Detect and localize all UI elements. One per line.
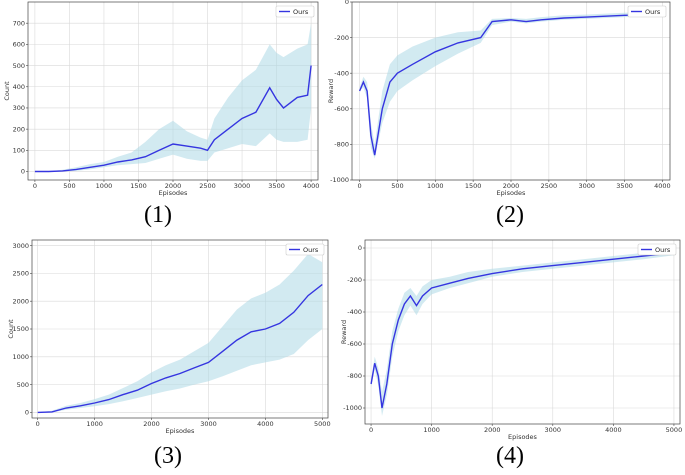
chart-panel-2: 0 500 1000 1500 2000 2500 3000 3500 4000 -1000 -80… bbox=[327, 0, 685, 200]
series-line-ours bbox=[34, 65, 312, 173]
y-tick-label: 0 bbox=[345, 0, 349, 6]
y-tick-label: 0 bbox=[21, 168, 25, 176]
legend: Ours bbox=[285, 243, 325, 256]
x-axis-label: Episodes bbox=[166, 427, 196, 435]
y-tick-label: -200 bbox=[347, 276, 362, 284]
caption-3: (3) bbox=[154, 443, 182, 469]
y-axis-label: Count bbox=[7, 319, 15, 339]
y-axis-label: Reward bbox=[340, 320, 348, 344]
y-tick-label: -600 bbox=[334, 105, 349, 113]
x-tick-label: 2000 bbox=[165, 182, 182, 190]
x-tick-label: 0 bbox=[36, 420, 40, 428]
y-tick-label: -200 bbox=[334, 34, 349, 42]
y-tick-label: -1000 bbox=[343, 404, 362, 412]
legend-box bbox=[637, 243, 677, 256]
x-tick-label: 3500 bbox=[268, 182, 285, 190]
x-tick-label: 4000 bbox=[257, 420, 274, 428]
y-tick-label: 700 bbox=[13, 19, 25, 27]
chart-panel-4: 0 1000 2000 3000 4000 5000 -1000 -800 -600 -400 -2… bbox=[340, 238, 685, 443]
caption-2: (2) bbox=[496, 202, 524, 228]
legend: Ours bbox=[637, 243, 677, 256]
x-tick-label: 5000 bbox=[666, 426, 683, 434]
x-tick-label: 1000 bbox=[427, 182, 444, 190]
plot-frame bbox=[364, 239, 681, 425]
y-tick-label: -1000 bbox=[330, 176, 349, 184]
x-tick-label: 1000 bbox=[86, 420, 103, 428]
confidence-band bbox=[359, 11, 663, 159]
x-tick-label: 4000 bbox=[605, 426, 622, 434]
y-tick-label: -800 bbox=[334, 141, 349, 149]
y-axis-label: Reward bbox=[327, 79, 335, 103]
x-tick-label: 4000 bbox=[654, 182, 671, 190]
chart-panel-1: 0 500 1000 1500 2000 2500 3000 3500 4000 0 100 200 3… bbox=[0, 0, 320, 197]
x-tick-label: 2000 bbox=[143, 420, 160, 428]
x-tick-label: 4000 bbox=[303, 182, 320, 190]
legend-box bbox=[285, 243, 325, 256]
x-tick-label: 500 bbox=[63, 182, 75, 190]
x-tick-label: 0 bbox=[33, 182, 37, 190]
y-tick-label: 1000 bbox=[12, 353, 29, 361]
y-tick-label: -400 bbox=[347, 308, 362, 316]
y-tick-label: -800 bbox=[347, 372, 362, 380]
x-tick-label: 2500 bbox=[199, 182, 216, 190]
x-tick-label: 1500 bbox=[465, 182, 482, 190]
x-tick-label: 500 bbox=[391, 182, 403, 190]
x-tick-label: 2000 bbox=[484, 426, 501, 434]
caption-4: (4) bbox=[496, 443, 524, 469]
x-tick-label: 5000 bbox=[314, 420, 331, 428]
x-tick-label: 3500 bbox=[616, 182, 633, 190]
legend: Ours bbox=[627, 5, 667, 18]
chart-panel-3: 0 1000 2000 3000 4000 5000 0 500 1000 1500 2000 250… bbox=[0, 238, 331, 438]
y-tick-label: 600 bbox=[13, 41, 25, 49]
y-tick-label: 2000 bbox=[12, 297, 29, 305]
legend-box bbox=[627, 5, 667, 18]
x-tick-label: 3000 bbox=[234, 182, 251, 190]
x-tick-label: 1000 bbox=[96, 182, 113, 190]
legend-entry: Ours bbox=[303, 246, 319, 254]
legend-entry: Ours bbox=[645, 8, 661, 16]
series-line-ours bbox=[358, 13, 663, 156]
series-line-ours bbox=[37, 283, 323, 414]
confidence-band bbox=[34, 23, 312, 172]
x-tick-label: 1500 bbox=[130, 182, 147, 190]
y-tick-label: -400 bbox=[334, 69, 349, 77]
chart-4: 0 1000 2000 3000 4000 5000 -1000 -800 -600 -400 -2… bbox=[340, 239, 683, 441]
y-tick-label: 400 bbox=[13, 83, 25, 91]
y-tick-label: 1500 bbox=[12, 325, 29, 333]
x-tick-label: 2500 bbox=[541, 182, 558, 190]
y-tick-label: 300 bbox=[13, 104, 25, 112]
caption-1: (1) bbox=[144, 202, 172, 228]
chart-2: 0 500 1000 1500 2000 2500 3000 3500 4000 -1000 -80… bbox=[327, 0, 671, 197]
y-tick-label: 0 bbox=[25, 409, 29, 417]
x-tick-label: 3000 bbox=[545, 426, 562, 434]
legend: Ours bbox=[275, 5, 315, 18]
chart-1: 0 500 1000 1500 2000 2500 3000 3500 4000 0 100 200 3… bbox=[3, 1, 320, 197]
x-axis-label: Episodes bbox=[508, 433, 538, 441]
chart-3: 0 1000 2000 3000 4000 5000 0 500 1000 1500 2000 250… bbox=[7, 239, 331, 435]
x-axis-label: Episodes bbox=[497, 189, 527, 197]
x-axis-label: Episodes bbox=[159, 189, 189, 197]
y-tick-label: -600 bbox=[347, 340, 362, 348]
x-tick-label: 0 bbox=[369, 426, 373, 434]
y-tick-label: 500 bbox=[17, 381, 29, 389]
x-tick-label: 2000 bbox=[503, 182, 520, 190]
x-tick-label: 0 bbox=[358, 182, 362, 190]
y-tick-label: 100 bbox=[13, 147, 25, 155]
legend-entry: Ours bbox=[655, 246, 671, 254]
y-tick-label: 0 bbox=[358, 244, 362, 252]
legend-entry: Ours bbox=[293, 8, 309, 16]
legend-box bbox=[275, 5, 315, 18]
y-tick-label: 2500 bbox=[12, 270, 29, 278]
y-tick-label: 500 bbox=[13, 62, 25, 70]
x-tick-label: 1000 bbox=[423, 426, 440, 434]
x-tick-label: 3000 bbox=[578, 182, 595, 190]
confidence-band bbox=[37, 253, 323, 413]
y-axis-label: Count bbox=[3, 81, 11, 101]
y-tick-label: 3000 bbox=[12, 242, 29, 250]
series-line-ours bbox=[370, 252, 674, 409]
x-tick-label: 3000 bbox=[200, 420, 217, 428]
y-tick-label: 200 bbox=[13, 125, 25, 133]
